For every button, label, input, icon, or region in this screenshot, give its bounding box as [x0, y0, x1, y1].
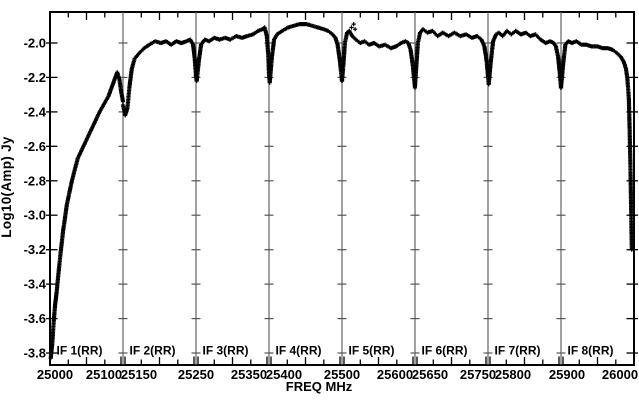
y-tick-label: -2.4 [24, 104, 47, 119]
x-tick-label: 25600 [377, 367, 413, 382]
if-panel-labels: IF 1(RR) IF 2(RR) IF 3(RR) IF 4(RR) IF 5(RR)… [57, 344, 614, 358]
y-tick-label: -3.2 [24, 242, 46, 257]
x-tick-label: 25250 [178, 367, 214, 382]
y-tick-label: -2.6 [24, 139, 46, 154]
if-panel-label: IF 5(RR) [349, 344, 395, 358]
x-tick-label: 25750 [460, 367, 496, 382]
if-panel-label: IF 6(RR) [422, 344, 468, 358]
y-tick-label: -3.8 [24, 346, 46, 361]
if-panel-label: IF 2(RR) [130, 344, 176, 358]
x-tick-label: 25900 [549, 367, 585, 382]
x-tick-label: 25000 [37, 367, 73, 382]
bandpass-curve [48, 22, 634, 361]
x-tick-label: 26000 [602, 367, 638, 382]
x-tick-label: 25650 [412, 367, 448, 382]
if-panel-label: IF 7(RR) [495, 344, 541, 358]
x-tick-label: 25150 [121, 367, 157, 382]
if-panel-label: IF 3(RR) [203, 344, 249, 358]
x-tick-label: 25400 [266, 367, 302, 382]
x-tick-label: 25100 [86, 367, 122, 382]
y-tick-label: -3.4 [24, 277, 47, 292]
x-tick-label: 25500 [324, 367, 360, 382]
y-tick-label: -2.8 [24, 173, 46, 188]
outlier-points [349, 22, 358, 32]
if-panel-label: IF 4(RR) [276, 344, 322, 358]
y-tick-label: -3.6 [24, 311, 46, 326]
y-tick-labels: -2.0 -2.2 -2.4 -2.6 -2.8 -3.0 -3.2 -3.4 -3.6 -3.8 [24, 36, 47, 361]
y-axis-title: Log10(Amp) Jy [0, 136, 14, 238]
x-tick-label: 25350 [231, 367, 267, 382]
y-tick-label: -2.0 [24, 36, 46, 51]
x-axis-title: FREQ MHz [286, 379, 353, 394]
y-tick-label: -3.0 [24, 208, 46, 223]
if-panel-label: IF 8(RR) [568, 344, 614, 358]
y-tick-label: -2.2 [24, 70, 46, 85]
if-panel-label: IF 1(RR) [57, 344, 103, 358]
x-tick-label: 25800 [495, 367, 531, 382]
